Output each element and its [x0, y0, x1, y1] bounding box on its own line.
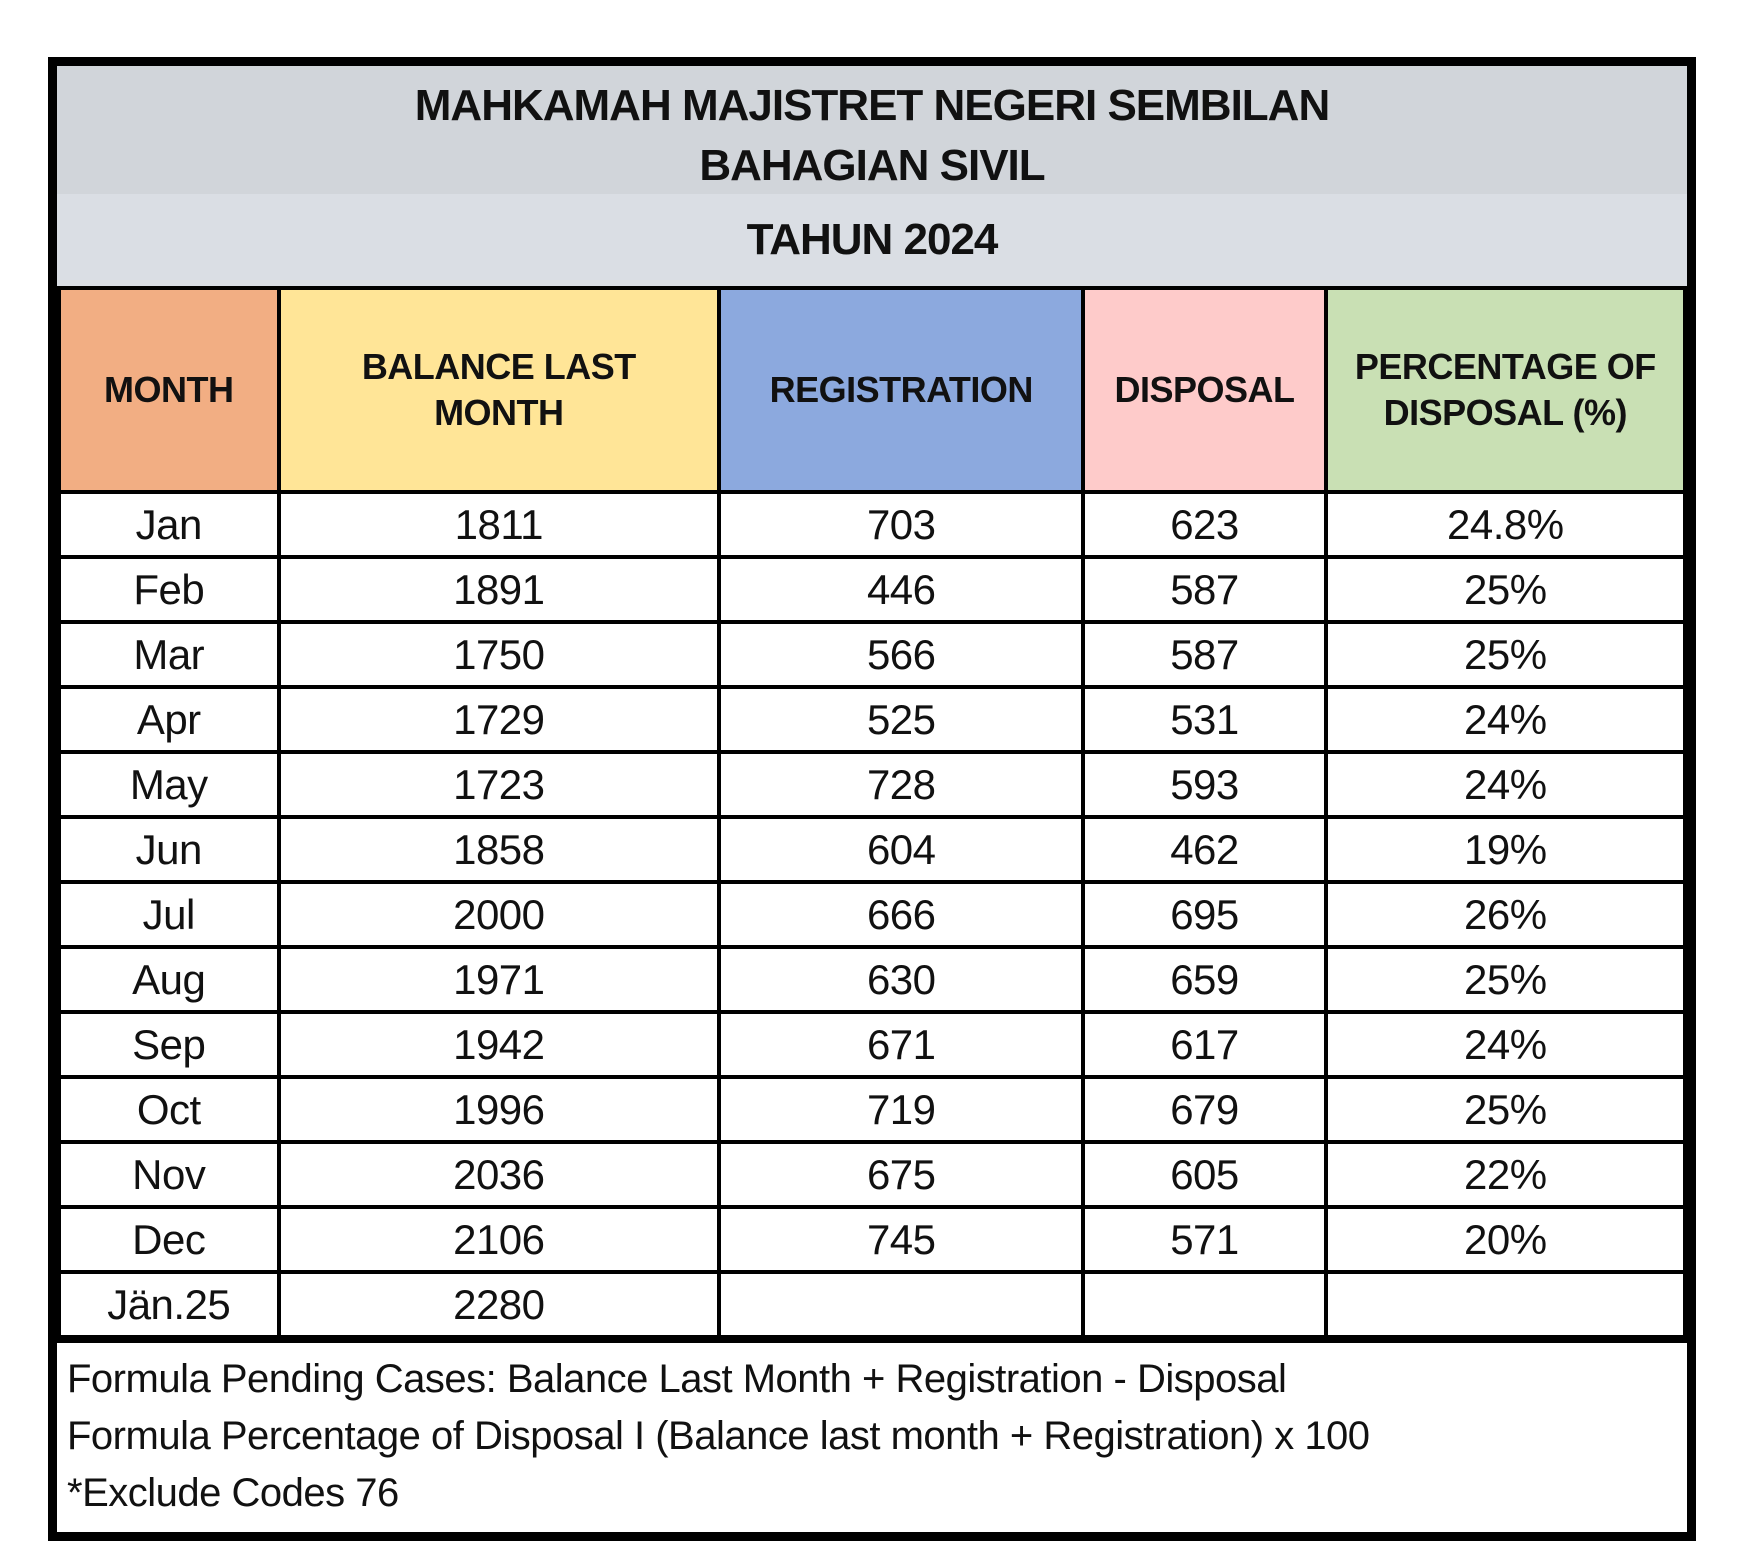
cell-registration: 675 — [717, 1140, 1086, 1209]
cell-month: Nov — [57, 1140, 281, 1209]
table-row: Jun 1858 604 462 19% — [57, 815, 1688, 884]
cell-registration: 728 — [717, 750, 1086, 819]
column-header-balance-last-month: BALANCE LAST MONTH — [276, 286, 722, 494]
cell-registration: 566 — [717, 620, 1086, 689]
cell-registration: 703 — [717, 490, 1086, 559]
cell-percentage-of-disposal: 26% — [1323, 880, 1688, 949]
footer-formula-percentage-of-disposal: Formula Percentage of Disposal I (Balanc… — [67, 1414, 1370, 1458]
cell-balance-last-month: 1723 — [276, 750, 722, 819]
table-title-line-1: MAHKAMAH MAJISTRET NEGERI SEMBILAN — [414, 81, 1330, 130]
column-header-month: MONTH — [57, 286, 281, 494]
cell-month: Jän.25 — [57, 1270, 281, 1339]
cell-percentage-of-disposal: 24% — [1323, 750, 1688, 819]
cell-balance-last-month: 2280 — [276, 1270, 722, 1339]
cell-percentage-of-disposal: 22% — [1323, 1140, 1688, 1209]
cell-balance-last-month: 1942 — [276, 1010, 722, 1079]
cell-month: Jun — [57, 815, 281, 884]
table-row: Jän.25 2280 — [57, 1270, 1688, 1339]
cell-month: Jul — [57, 880, 281, 949]
footer-notes: Formula Pending Cases: Balance Last Mont… — [57, 1339, 1687, 1532]
cell-registration: 604 — [717, 815, 1086, 884]
cell-percentage-of-disposal: 25% — [1323, 1075, 1688, 1144]
cell-registration: 630 — [717, 945, 1086, 1014]
cell-month: Sep — [57, 1010, 281, 1079]
table-row: Jan 1811 703 623 24.8% — [57, 490, 1688, 559]
cell-disposal: 571 — [1081, 1205, 1328, 1274]
cell-balance-last-month: 1750 — [276, 620, 722, 689]
cell-disposal: 531 — [1081, 685, 1328, 754]
cell-disposal: 679 — [1081, 1075, 1328, 1144]
cell-month: Dec — [57, 1205, 281, 1274]
table-title-line-2: BAHAGIAN SIVIL — [699, 141, 1045, 190]
cell-disposal: 593 — [1081, 750, 1328, 819]
cell-percentage-of-disposal: 25% — [1323, 945, 1688, 1014]
cell-percentage-of-disposal: 19% — [1323, 815, 1688, 884]
cell-disposal — [1081, 1270, 1328, 1339]
cell-disposal: 617 — [1081, 1010, 1328, 1079]
cell-balance-last-month: 2036 — [276, 1140, 722, 1209]
cell-percentage-of-disposal: 25% — [1323, 620, 1688, 689]
cell-disposal: 695 — [1081, 880, 1328, 949]
cell-month: Feb — [57, 555, 281, 624]
cell-registration: 745 — [717, 1205, 1086, 1274]
cell-month: Jan — [57, 490, 281, 559]
cell-percentage-of-disposal: 24.8% — [1323, 490, 1688, 559]
table-row: Mar 1750 566 587 25% — [57, 620, 1688, 689]
table-row: Apr 1729 525 531 24% — [57, 685, 1688, 754]
footer-formula-pending-cases: Formula Pending Cases: Balance Last Mont… — [67, 1357, 1287, 1401]
civil-cases-statistics-table: MAHKAMAH MAJISTRET NEGERI SEMBILAN BAHAG… — [48, 57, 1696, 1541]
cell-percentage-of-disposal: 24% — [1323, 1010, 1688, 1079]
column-header-disposal: DISPOSAL — [1081, 286, 1328, 494]
cell-registration: 671 — [717, 1010, 1086, 1079]
cell-registration: 525 — [717, 685, 1086, 754]
cell-percentage-of-disposal: 20% — [1323, 1205, 1688, 1274]
cell-registration: 446 — [717, 555, 1086, 624]
cell-disposal: 587 — [1081, 620, 1328, 689]
table-row: Oct 1996 719 679 25% — [57, 1075, 1688, 1144]
cell-disposal: 623 — [1081, 490, 1328, 559]
cell-percentage-of-disposal: 25% — [1323, 555, 1688, 624]
table-row: Feb 1891 446 587 25% — [57, 555, 1688, 624]
cell-month: Mar — [57, 620, 281, 689]
cell-month: May — [57, 750, 281, 819]
cell-percentage-of-disposal: 24% — [1323, 685, 1688, 754]
cell-balance-last-month: 1858 — [276, 815, 722, 884]
cell-registration — [717, 1270, 1086, 1339]
table-title-block: MAHKAMAH MAJISTRET NEGERI SEMBILAN BAHAG… — [57, 66, 1687, 194]
cell-registration: 719 — [717, 1075, 1086, 1144]
cell-balance-last-month: 1891 — [276, 555, 722, 624]
table-title-year: TAHUN 2024 — [57, 194, 1687, 286]
table-header-row: MONTH BALANCE LAST MONTH REGISTRATION DI… — [57, 286, 1688, 494]
cell-balance-last-month: 1971 — [276, 945, 722, 1014]
cell-disposal: 659 — [1081, 945, 1328, 1014]
cell-percentage-of-disposal — [1323, 1270, 1688, 1339]
table-row: Dec 2106 745 571 20% — [57, 1205, 1688, 1274]
table-row: May 1723 728 593 24% — [57, 750, 1688, 819]
cell-balance-last-month: 2106 — [276, 1205, 722, 1274]
column-header-percentage-of-disposal: PERCENTAGE OF DISPOSAL (%) — [1323, 286, 1688, 494]
cell-month: Apr — [57, 685, 281, 754]
monthly-cases-table: MONTH BALANCE LAST MONTH REGISTRATION DI… — [57, 286, 1688, 1339]
footer-exclude-codes-note: *Exclude Codes 76 — [67, 1471, 399, 1515]
column-header-registration: REGISTRATION — [717, 286, 1086, 494]
cell-balance-last-month: 1811 — [276, 490, 722, 559]
cell-balance-last-month: 1996 — [276, 1075, 722, 1144]
cell-month: Aug — [57, 945, 281, 1014]
cell-disposal: 605 — [1081, 1140, 1328, 1209]
table-row: Jul 2000 666 695 26% — [57, 880, 1688, 949]
table-row: Aug 1971 630 659 25% — [57, 945, 1688, 1014]
cell-balance-last-month: 2000 — [276, 880, 722, 949]
cell-month: Oct — [57, 1075, 281, 1144]
table-row: Sep 1942 671 617 24% — [57, 1010, 1688, 1079]
table-body: Jan 1811 703 623 24.8% Feb 1891 446 587 … — [57, 490, 1688, 1339]
cell-disposal: 587 — [1081, 555, 1328, 624]
cell-disposal: 462 — [1081, 815, 1328, 884]
table-row: Nov 2036 675 605 22% — [57, 1140, 1688, 1209]
cell-balance-last-month: 1729 — [276, 685, 722, 754]
cell-registration: 666 — [717, 880, 1086, 949]
